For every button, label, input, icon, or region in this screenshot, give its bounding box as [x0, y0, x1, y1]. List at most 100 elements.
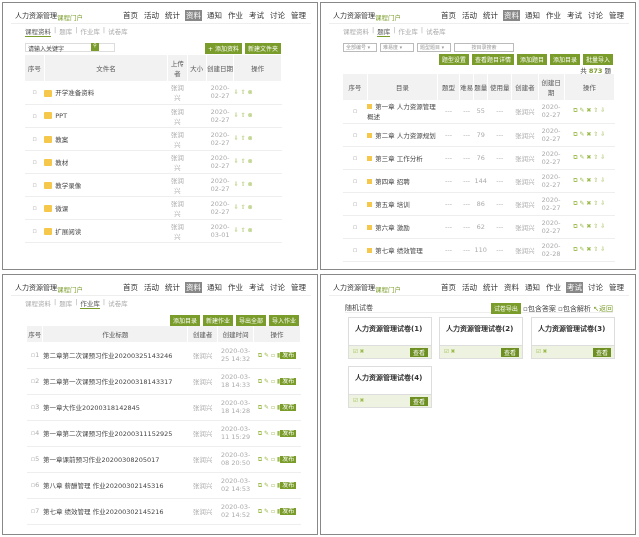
edit-delete-icons[interactable]: ☑ ✖: [353, 398, 365, 404]
nav-0[interactable]: 首页: [441, 283, 456, 292]
nav-0[interactable]: 首页: [441, 11, 456, 20]
tab-0[interactable]: 课程资料: [25, 28, 51, 37]
view-button[interactable]: 查看: [409, 348, 428, 357]
publish-button[interactable]: 发布: [280, 378, 297, 385]
table-row[interactable]: ▫3 第一章大作业20200318142845 张润兴 2020-03-18 14:2…: [27, 394, 301, 421]
include-analysis-checkbox[interactable]: ▫包含解析: [558, 305, 591, 313]
nav-6[interactable]: 考试: [249, 283, 264, 292]
nav-7[interactable]: 讨论: [588, 11, 603, 20]
course-title[interactable]: 人力资源管理课程门户: [15, 10, 83, 22]
nav-3[interactable]: 资料: [503, 10, 520, 21]
nav-3[interactable]: 资料: [185, 10, 202, 21]
row-actions[interactable]: ⧉ ✎ ✖ ⇧ ⇩: [564, 169, 615, 193]
directory-name[interactable]: 第六章 激励: [375, 223, 410, 232]
filter-select[interactable]: 题型题目 ▾: [417, 43, 451, 52]
file-name[interactable]: 教学录像: [55, 181, 82, 190]
row-actions[interactable]: ⇩ ⇧ ⊗: [233, 104, 282, 128]
nav-3[interactable]: 资料: [185, 282, 202, 293]
brand-sub[interactable]: 课程门户: [57, 286, 83, 294]
tab-2[interactable]: 作业库: [80, 28, 100, 36]
tab-2[interactable]: 作业库: [80, 300, 100, 309]
search-input[interactable]: 按目录搜索: [454, 43, 514, 52]
row-checkbox[interactable]: ▫: [25, 81, 45, 105]
col-header[interactable]: 创建日期: [206, 55, 235, 81]
row-checkbox[interactable]: ▫: [25, 196, 45, 220]
row-actions[interactable]: ⇩ ⇧ ⊗: [233, 127, 282, 151]
hw-button-1[interactable]: 新建作业: [202, 315, 233, 326]
directory-name[interactable]: 第七章 绩效管理: [375, 246, 423, 255]
nav-3[interactable]: 资料: [504, 283, 519, 292]
brand-sub[interactable]: 课程门户: [375, 14, 401, 22]
table-row[interactable]: ▫1 第二章第二次课预习作业20200325143246 张润兴 2020-03-25…: [27, 342, 301, 369]
row-checkbox[interactable]: ▫: [343, 169, 368, 193]
table-row[interactable]: ▫6 第八章 薪酬管理 作业20200302145316 张润兴 2020-03-02…: [27, 472, 301, 499]
nav-6[interactable]: 考试: [566, 282, 583, 293]
row-actions[interactable]: ⧉ ✎ ▫ ▮ 发布: [253, 394, 301, 421]
filter-select[interactable]: 全部编号 ▾: [343, 43, 377, 52]
exam-title[interactable]: 人力资源管理试卷(2): [446, 325, 514, 333]
nav-4[interactable]: 通知: [525, 283, 540, 292]
back-link[interactable]: ↖返回: [593, 305, 613, 313]
nav-0[interactable]: 首页: [123, 11, 138, 20]
back[interactable]: 返回: [599, 305, 613, 313]
row-actions[interactable]: ⧉ ✎ ✖ ⇧ ⇩: [564, 146, 615, 170]
directory-name[interactable]: 第四章 招聘: [375, 177, 410, 186]
row-checkbox[interactable]: ▫: [25, 127, 45, 151]
nav-4[interactable]: 通知: [207, 283, 222, 292]
exam-title[interactable]: 人力资源管理试卷(1): [355, 325, 423, 333]
homework-title[interactable]: 第一章第二次课预习作业20200311152925: [42, 430, 173, 438]
file-name[interactable]: PPT: [55, 111, 68, 120]
row-checkbox[interactable]: ▫: [25, 104, 45, 128]
export-button[interactable]: 试卷导出: [490, 303, 521, 314]
row-checkbox[interactable]: ▫: [25, 150, 45, 174]
table-row[interactable]: ▫ 扩展阅读 张润兴 2020-03-01 ⇩ ⇧ ⊗: [25, 219, 282, 243]
view-button[interactable]: 查看: [500, 348, 519, 357]
hw-button-2[interactable]: 导出全部: [235, 315, 266, 326]
bank-button-4[interactable]: 批量导入: [582, 54, 613, 65]
search-icon[interactable]: ⚲: [91, 43, 99, 51]
nav-2[interactable]: 统计: [483, 283, 498, 292]
edit-delete-icons[interactable]: ☑ ✖: [353, 349, 365, 355]
nav-6[interactable]: 考试: [567, 11, 582, 20]
homework-title[interactable]: 第一章大作业20200318142845: [42, 404, 140, 412]
exam-title[interactable]: 人力资源管理试卷(4): [355, 374, 423, 382]
nav-0[interactable]: 首页: [123, 283, 138, 292]
nav-6[interactable]: 考试: [249, 11, 264, 20]
row-actions[interactable]: ⧉ ✎ ▫ ▮ 发布: [253, 342, 301, 369]
nav-8[interactable]: 管理: [609, 283, 624, 292]
tab-0[interactable]: 课程资料: [25, 300, 51, 308]
tab-3[interactable]: 试卷库: [108, 300, 128, 308]
row-actions[interactable]: ⧉ ✎ ✖ ⇧ ⇩: [564, 192, 615, 216]
filter-select[interactable]: 难易度 ▾: [380, 43, 414, 52]
homework-title[interactable]: 第二章第二次课预习作业20200325143246: [42, 351, 173, 360]
bank-button-1[interactable]: 查看题目详情: [471, 54, 514, 65]
nav-7[interactable]: 讨论: [588, 283, 603, 292]
directory-name[interactable]: 第五章 培训: [375, 200, 410, 209]
tab-1[interactable]: 题库: [377, 28, 391, 37]
homework-title[interactable]: 第七章 绩效管理 作业20200302145216: [42, 508, 164, 516]
file-name[interactable]: 教案: [55, 135, 69, 144]
nav-5[interactable]: 作业: [546, 11, 561, 20]
row-actions[interactable]: ⇩ ⇧ ⊗: [233, 173, 282, 197]
row-actions[interactable]: ⇩ ⇧ ⊗: [233, 150, 282, 174]
row-actions[interactable]: ⧉ ✎ ✖ ⇧ ⇩: [564, 123, 615, 147]
brand-sub[interactable]: 课程门户: [375, 286, 401, 294]
publish-button[interactable]: 发布: [280, 430, 297, 437]
nav-7[interactable]: 讨论: [270, 283, 285, 292]
row-actions[interactable]: ⧉ ✎ ▫ ▮ 发布: [253, 498, 301, 525]
tab-1[interactable]: 题库: [59, 28, 73, 36]
bank-button-0[interactable]: 题型设置: [438, 54, 469, 65]
include-answer-checkbox[interactable]: ▫包含答案: [523, 305, 556, 313]
table-row[interactable]: ▫ 第二章 人力资源规划 --- --- 79 --- 张润兴 2020-02-27 ⧉ ✎ ✖…: [343, 123, 615, 147]
bank-button-3[interactable]: 添加目录: [549, 54, 580, 65]
table-row[interactable]: ▫ 教材 张润兴 2020-02-27 ⇩ ⇧ ⊗: [25, 150, 282, 174]
nav-5[interactable]: 作业: [546, 283, 561, 292]
file-name[interactable]: 微课: [55, 204, 69, 213]
table-row[interactable]: ▫7 第七章 绩效管理 作业20200302145216 张润兴 2020-03-02…: [27, 498, 301, 525]
nav-8[interactable]: 管理: [609, 11, 624, 20]
publish-button[interactable]: 发布: [280, 351, 297, 359]
nav-8[interactable]: 管理: [291, 283, 306, 292]
edit-delete-icons[interactable]: ☑ ✖: [536, 349, 548, 355]
nav-2[interactable]: 统计: [165, 283, 180, 292]
edit-delete-icons[interactable]: ☑ ✖: [444, 349, 456, 355]
